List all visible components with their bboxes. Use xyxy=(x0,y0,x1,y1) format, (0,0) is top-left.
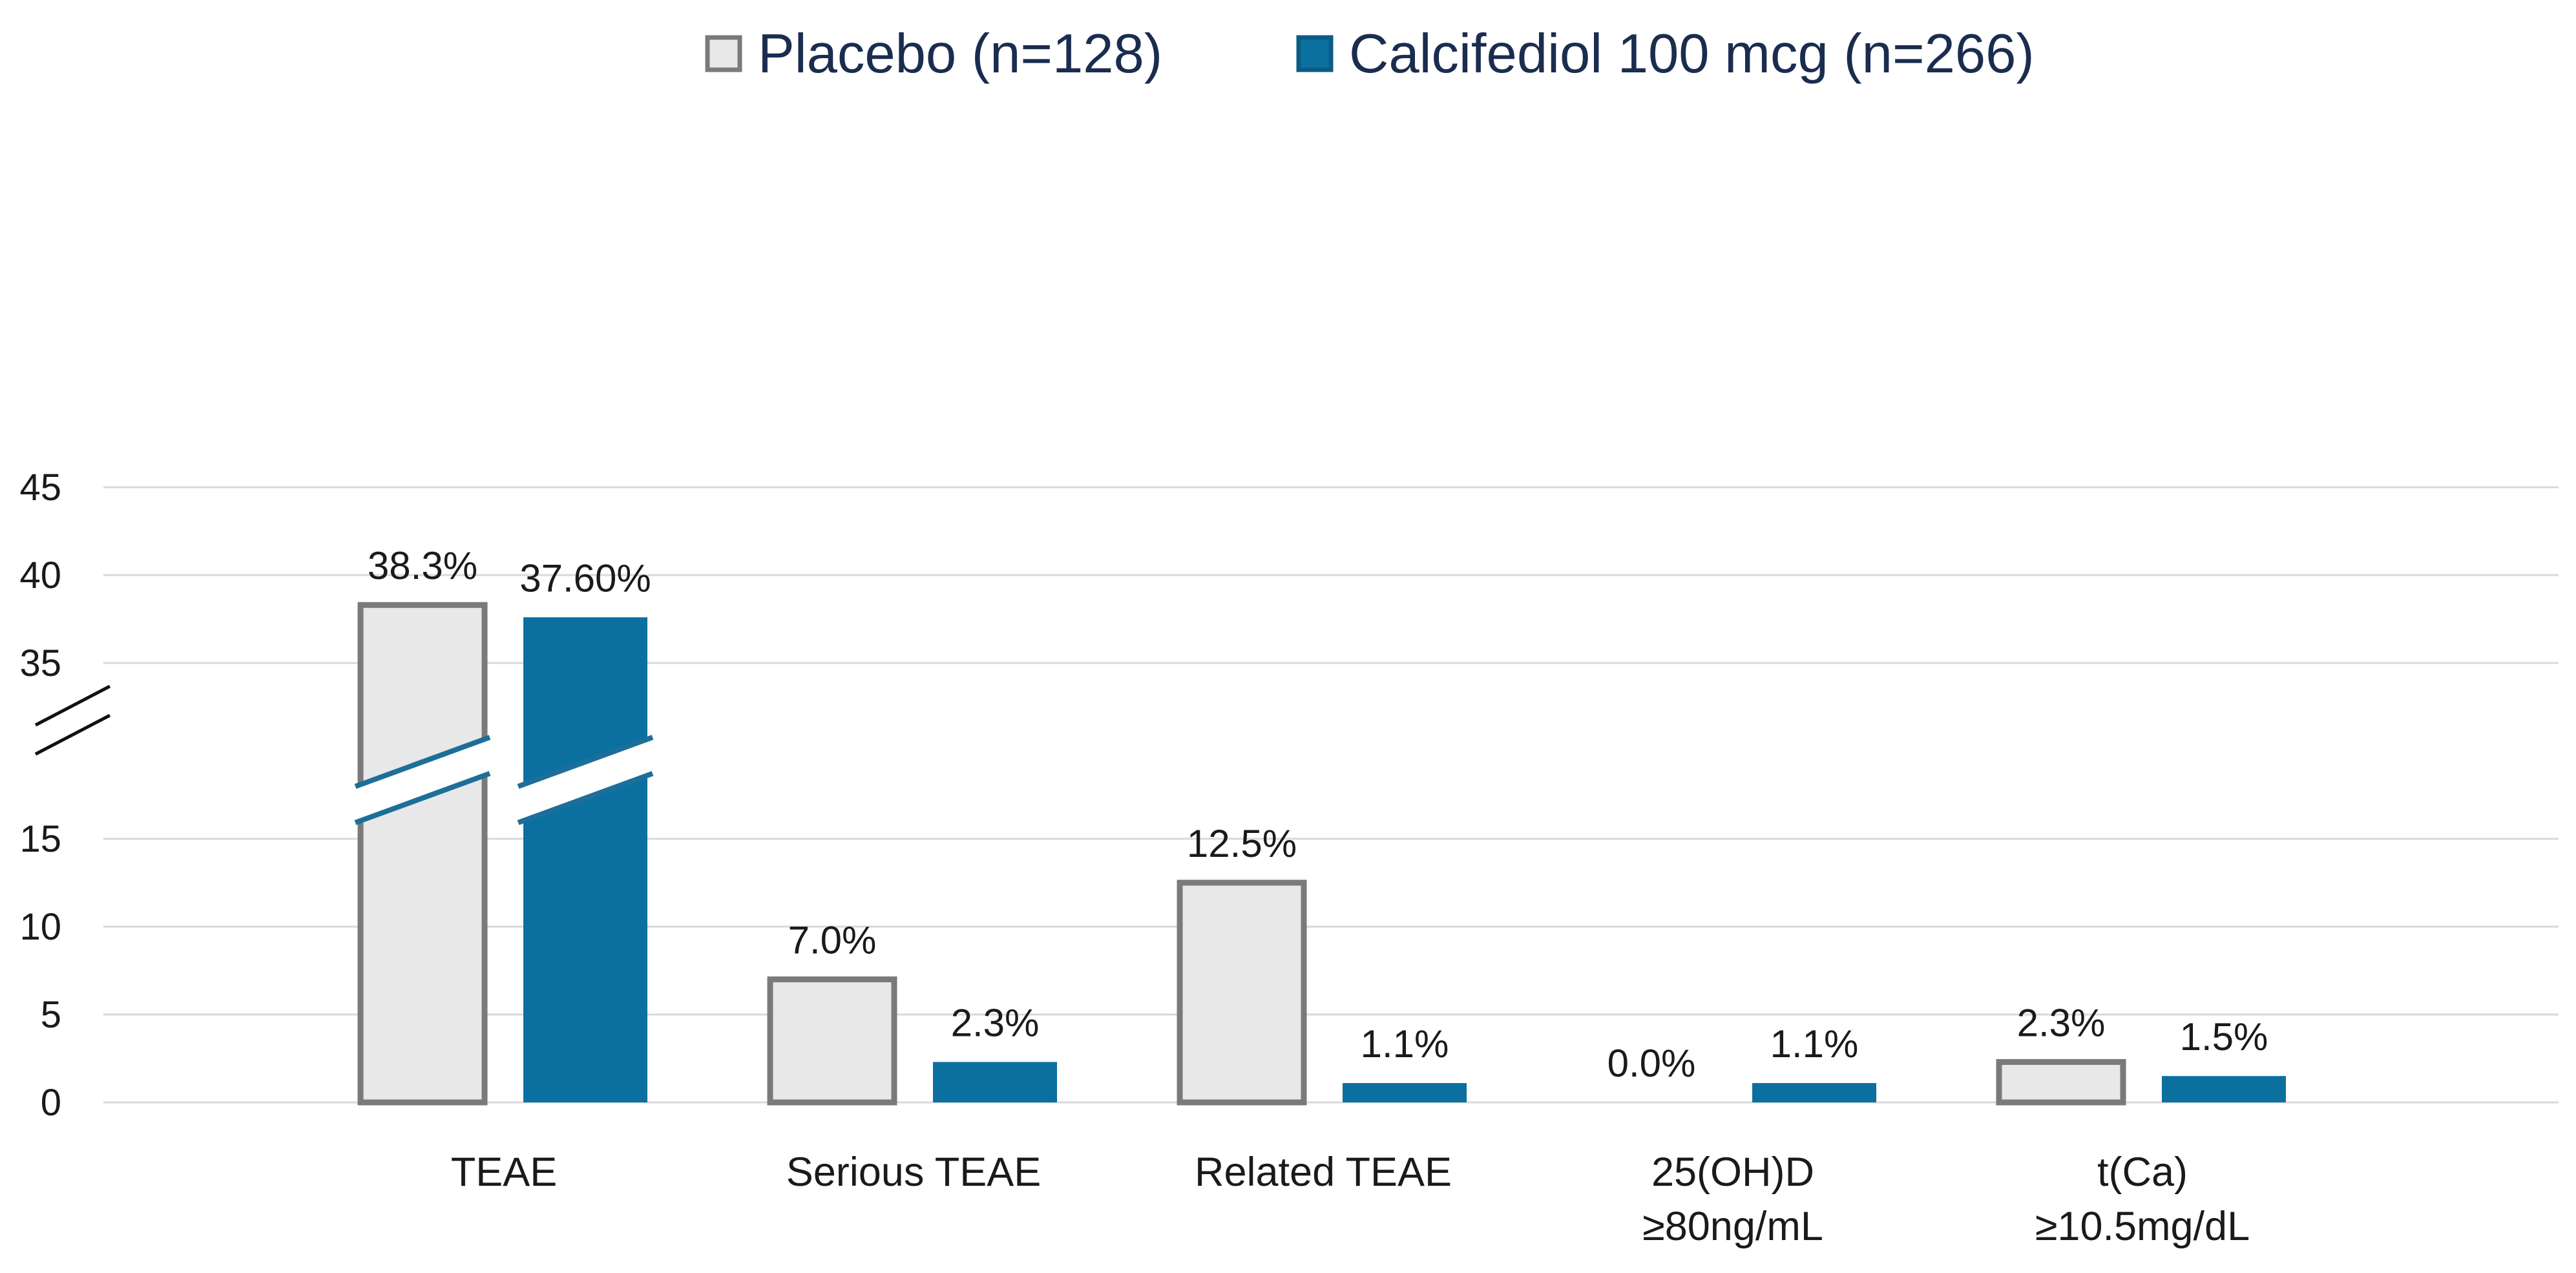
y-axis-break-mark xyxy=(34,713,111,756)
legend-label: Calcifediol 100 mcg (n=266) xyxy=(1349,23,2035,85)
y-tick-label: 5 xyxy=(41,994,61,1036)
axis-break-band xyxy=(355,737,490,823)
data-label: 1.5% xyxy=(2180,1015,2268,1058)
axis-break-line xyxy=(517,735,654,789)
legend: Placebo (n=128) Calcifediol 100 mcg (n=26… xyxy=(705,23,2035,85)
x-category-label: TEAE xyxy=(451,1150,558,1195)
y-tick-label: 35 xyxy=(19,642,61,684)
data-label: 1.1% xyxy=(1770,1022,1859,1066)
y-tick-label: 45 xyxy=(19,467,61,509)
data-labels: 38.3% 7.0% 12.5% 0.0% 2.3% 37.60% 2.3% 1.1% 1.1%… xyxy=(368,544,2268,1085)
data-label: 0.0% xyxy=(1607,1042,1696,1085)
legend-label: Placebo (n=128) xyxy=(758,23,1162,85)
legend-swatch xyxy=(1296,35,1334,72)
x-category-label: 25(OH)D xyxy=(1651,1150,1814,1195)
data-label: 37.60% xyxy=(519,556,651,600)
bar-placebo xyxy=(767,976,897,1106)
legend-swatch xyxy=(705,35,742,72)
gridlines xyxy=(103,486,2559,1104)
y-tick-label: 15 xyxy=(19,818,61,860)
x-category-label: Serious TEAE xyxy=(786,1150,1042,1195)
y-tick-label: 0 xyxy=(41,1082,61,1124)
bar-calcifediol xyxy=(1343,1083,1467,1102)
x-category-label: Related TEAE xyxy=(1195,1150,1452,1195)
bar-calcifediol xyxy=(523,617,647,1102)
y-axis-break-mark xyxy=(34,684,111,727)
bar-placebo xyxy=(357,602,488,1106)
bar-calcifediol xyxy=(1752,1083,1876,1102)
data-label: 7.0% xyxy=(788,919,877,962)
y-axis-ticks: 0 5 10 15 35 40 45 xyxy=(19,467,61,1124)
bar-placebo xyxy=(1996,1058,2126,1106)
data-label: 2.3% xyxy=(951,1001,1040,1044)
data-label: 1.1% xyxy=(1361,1022,1449,1066)
axis-break-line xyxy=(354,735,491,789)
axis-break-line xyxy=(354,771,491,825)
x-category-label: ≥80ng/mL xyxy=(1642,1204,1823,1249)
x-category-label: ≥10.5mg/dL xyxy=(2035,1204,2250,1249)
axis-break-line xyxy=(517,771,654,825)
x-axis-categories: TEAE Serious TEAE Related TEAE 25(OH)D ≥80ng… xyxy=(451,1150,2250,1249)
data-label: 12.5% xyxy=(1187,822,1297,865)
axis-break-markers xyxy=(34,684,654,825)
bars xyxy=(357,602,2286,1106)
bar-placebo xyxy=(1177,879,1307,1106)
data-label: 2.3% xyxy=(2017,1001,2106,1044)
data-label: 38.3% xyxy=(368,544,477,587)
bar-calcifediol xyxy=(933,1062,1057,1102)
x-category-label: t(Ca) xyxy=(2097,1150,2188,1195)
y-tick-label: 10 xyxy=(19,906,61,948)
axis-break-band xyxy=(518,737,653,823)
y-tick-label: 40 xyxy=(19,554,61,596)
bar-calcifediol xyxy=(2162,1076,2286,1102)
